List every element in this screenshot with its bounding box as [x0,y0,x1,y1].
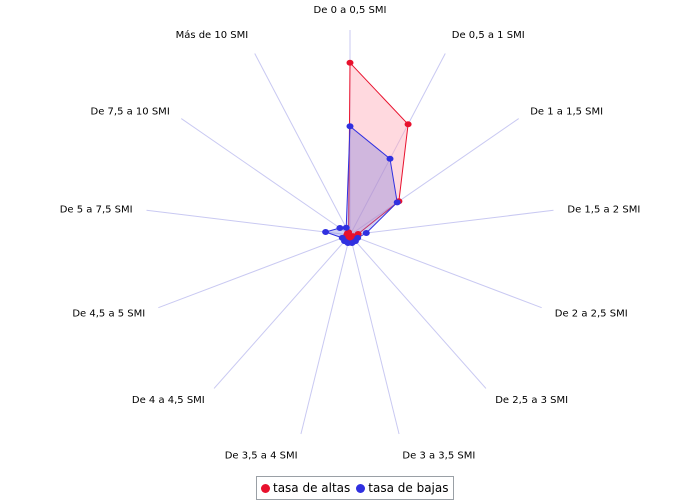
axis-spoke-mas-de-10-smi [254,53,351,236]
category-label-de-5-a-7-5-smi: De 5 a 7,5 SMI [60,205,133,216]
data-point-tasa-de-bajas-mas-de-10-smi[interactable] [342,224,350,231]
legend-item-altas[interactable]: tasa de altas [261,481,350,495]
category-label-de-2-a-2-5-smi: De 2 a 2,5 SMI [555,309,628,320]
axis-spoke-de-4-a-4-5-smi [213,234,351,389]
axis-spoke-de-3-5-a-4-smi [300,234,351,435]
legend-item-bajas[interactable]: tasa de bajas [356,481,449,495]
data-point-tasa-de-bajas-de-4-5-a-5-smi[interactable] [338,234,346,241]
data-point-tasa-de-altas-de-0-5-a-1-smi[interactable] [404,121,412,128]
axis-spoke-de-3-a-3-5-smi [349,234,400,435]
data-point-tasa-de-bajas-de-7-5-a-10-smi[interactable] [336,225,344,231]
category-label-de-7-5-a-10-smi: De 7,5 a 10 SMI [91,107,170,118]
category-label-de-1-5-a-2-smi: De 1,5 a 2 SMI [567,205,640,216]
category-label-de-3-a-3-5-smi: De 3 a 3,5 SMI [402,451,475,462]
data-point-tasa-de-bajas-de-0-a-0-5-smi[interactable] [346,123,354,130]
category-label-mas-de-10-smi: Más de 10 SMI [176,29,249,41]
category-label-de-4-a-4-5-smi: De 4 a 4,5 SMI [132,395,205,406]
axis-spoke-de-4-5-a-5-smi [158,234,351,309]
legend-marker-altas [261,483,270,493]
data-point-tasa-de-altas-de-0-a-0-5-smi[interactable] [346,59,354,66]
axis-spoke-de-0-5-a-1-smi [349,53,446,236]
axis-spoke-de-2-5-a-3-smi [349,234,487,389]
data-point-tasa-de-altas-mas-de-10-smi[interactable] [345,229,353,236]
category-label-de-4-5-a-5-smi: De 4,5 a 5 SMI [72,309,145,320]
category-label-de-3-5-a-4-smi: De 3,5 a 4 SMI [225,451,298,462]
axis-spoke-de-1-a-1-5-smi [349,118,519,236]
axis-spoke-de-7-5-a-10-smi [181,118,351,236]
legend-label-altas: tasa de altas [273,481,351,495]
axes-layer [146,30,554,435]
category-label-de-0-a-0-5-smi: De 0 a 0,5 SMI [314,5,387,16]
axis-spoke-de-5-a-7-5-smi [146,209,351,236]
category-label-de-1-a-1-5-smi: De 1 a 1,5 SMI [530,107,603,118]
data-point-tasa-de-bajas-de-1-5-a-2-smi[interactable] [362,230,370,236]
legend: tasa de altas tasa de bajas [256,476,454,500]
category-label-de-0-5-a-1-smi: De 0,5 a 1 SMI [452,30,525,41]
data-point-tasa-de-bajas-de-1-a-1-5-smi[interactable] [393,199,401,206]
data-point-tasa-de-bajas-de-0-5-a-1-smi[interactable] [386,155,394,162]
category-label-de-2-5-a-3-smi: De 2,5 a 3 SMI [495,395,568,406]
labels-layer: De 0 a 0,5 SMI De 0,5 a 1 SMI De 1 a 1,5 S… [60,5,641,462]
axis-spoke-de-2-a-2-5-smi [349,234,542,309]
axis-spoke-de-1-5-a-2-smi [349,209,554,236]
series-layer [322,59,412,246]
legend-marker-bajas [356,483,366,493]
legend-label-bajas: tasa de bajas [368,481,449,495]
data-point-tasa-de-bajas-de-5-a-7-5-smi[interactable] [322,229,330,235]
